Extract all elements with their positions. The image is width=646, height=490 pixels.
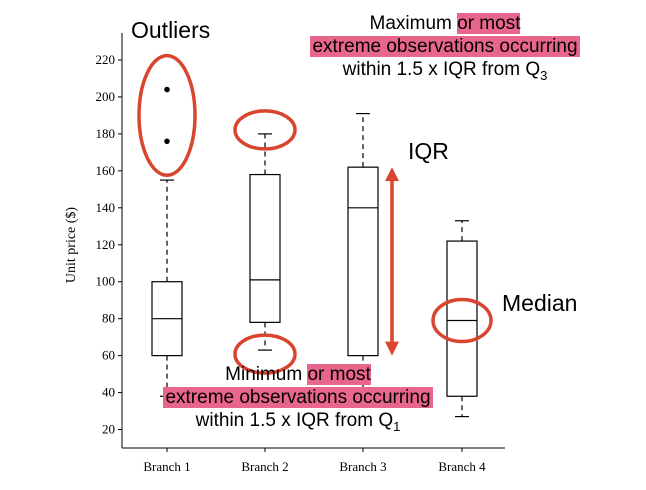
box-2 [249,133,281,351]
maximum-line-1-highlight: or most [457,13,521,34]
minimum-line-2: extreme observations occurring [118,386,478,410]
minimum-line-1-plain: Minimum [225,364,308,385]
axes: 20 40 60 80 100 120 140 160 180 200 220 Branch 1 Bra… [96,33,505,474]
maximum-line-3-plain: within 1.5 x IQR from Q [342,58,541,80]
outlier-point-1-2 [164,86,170,93]
minimum-line-2-highlight: extreme observations occurring [163,386,433,408]
y-tick-label-100: 100 [96,274,116,289]
box-series [151,86,478,418]
y-tick-label-120: 120 [96,237,116,252]
maximum-line-2: extreme observations occurring [270,35,620,59]
box-1 [151,86,183,397]
maximum-line-3: within 1.5 x IQR from Q3 [270,59,620,83]
outliers-ellipse [137,53,197,178]
median-label: Median [502,290,578,316]
x-tick-label-4: Branch 4 [438,459,486,474]
x-tick-label-1: Branch 1 [143,459,190,474]
box-rect-2 [249,173,281,323]
maximum-annotation: Maximum or most extreme observations occ… [270,13,620,83]
outlier-point-1-1 [164,138,170,145]
minimum-line-1-highlight: or most [307,364,371,385]
minimum-line-1: Minimum or most [118,364,478,387]
iqr-arrow-head-down [385,341,399,356]
iqr-arrow-head-up [385,167,399,182]
box-rect-3 [347,166,379,357]
y-tick-label-40: 40 [102,385,115,400]
box-rect-4 [446,240,478,397]
outliers-label: Outliers [131,17,211,43]
y-axis-label: Unit price ($) [64,207,79,284]
box-4 [446,220,478,418]
minimum-line-3-sub: 1 [393,418,401,434]
y-tick-label-20: 20 [102,422,115,437]
minimum-line-3: within 1.5 x IQR from Q1 [118,410,478,434]
maximum-line-1-plain: Maximum [369,13,458,34]
maximum-line-2-highlight: extreme observations occurring [310,35,580,57]
minimum-annotation: Minimum or most extreme observations occ… [118,364,478,434]
x-tick-label-3: Branch 3 [339,459,386,474]
y-tick-label-220: 220 [96,52,116,67]
x-tick-label-2: Branch 2 [241,459,288,474]
min-whisker-ellipse [233,333,297,375]
iqr-label: IQR [408,138,449,164]
maximum-line-1: Maximum or most [270,13,620,36]
box-3 [347,112,379,397]
y-tick-label-160: 160 [96,163,116,178]
minimum-line-3-plain: within 1.5 x IQR from Q [195,409,394,431]
maximum-line-3-sub: 3 [540,67,548,83]
y-tick-label-80: 80 [102,311,115,326]
y-tick-label-140: 140 [96,200,116,215]
y-tick-label-180: 180 [96,126,116,141]
annotation-marks [137,53,493,375]
y-tick-label-200: 200 [96,89,116,104]
max-whisker-ellipse [233,109,297,151]
y-tick-label-60: 60 [102,348,115,363]
median-ellipse [431,297,493,344]
